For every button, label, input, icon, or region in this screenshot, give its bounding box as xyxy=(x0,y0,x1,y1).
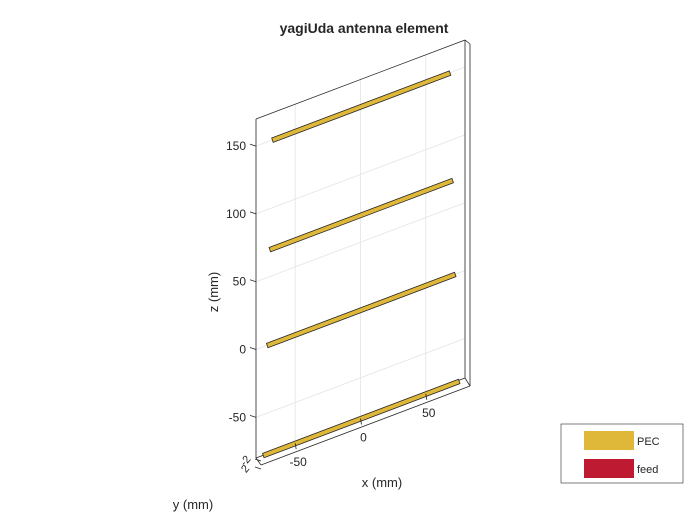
antenna-element-director-1 xyxy=(268,177,454,253)
x-tick-label: 50 xyxy=(422,406,436,420)
z-tick xyxy=(249,279,257,283)
legend-label-PEC: PEC xyxy=(637,436,660,448)
y-tick xyxy=(254,458,262,462)
z-grid-line xyxy=(255,202,466,283)
box-edge xyxy=(260,385,471,466)
axes-box xyxy=(255,39,471,466)
antenna-element-driven xyxy=(265,271,457,349)
z-tick xyxy=(249,414,257,418)
antenna-element-director-2 xyxy=(271,70,452,143)
box-edge xyxy=(464,377,471,387)
legend: PEC feed xyxy=(560,423,684,484)
box-edge xyxy=(464,39,471,45)
chart-title: yagiUda antenna element xyxy=(280,20,449,36)
z-tick-label: 0 xyxy=(239,343,246,357)
x-tick-label: 0 xyxy=(360,431,367,445)
z-axis-label: z (mm) xyxy=(206,272,221,312)
z-tick-label: 150 xyxy=(226,139,246,153)
z-tick-label: 100 xyxy=(226,207,246,221)
legend-label-feed: feed xyxy=(637,464,658,476)
z-tick-label: 50 xyxy=(233,275,247,289)
z-tick-label: -50 xyxy=(229,410,247,424)
y-axis-label: y (mm) xyxy=(173,497,213,512)
z-grid-line xyxy=(255,134,466,215)
z-tick xyxy=(249,143,257,147)
x-tick-label: -50 xyxy=(290,455,308,469)
z-grid-line xyxy=(255,337,466,418)
legend-swatch-feed xyxy=(584,459,634,478)
x-axis-label: x (mm) xyxy=(362,475,402,490)
z-tick xyxy=(249,211,257,215)
antenna-element-reflector xyxy=(262,378,461,459)
x-tick xyxy=(360,418,362,425)
y-tick xyxy=(254,466,262,470)
x-tick xyxy=(294,443,297,450)
antenna-elements xyxy=(262,70,461,459)
x-tick xyxy=(425,393,428,400)
z-tick xyxy=(249,347,257,350)
legend-swatch-PEC xyxy=(584,431,634,450)
box-edge xyxy=(255,39,466,120)
box-edge xyxy=(255,457,262,466)
